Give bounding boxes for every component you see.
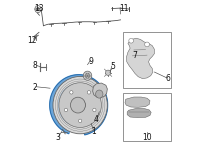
Ellipse shape bbox=[79, 119, 82, 123]
Polygon shape bbox=[50, 75, 108, 135]
Bar bbox=[123, 32, 171, 88]
Text: 9: 9 bbox=[89, 56, 94, 66]
Ellipse shape bbox=[87, 91, 91, 94]
Ellipse shape bbox=[70, 91, 73, 94]
Text: 3: 3 bbox=[56, 133, 61, 142]
Ellipse shape bbox=[96, 90, 103, 98]
Text: 4: 4 bbox=[94, 115, 99, 124]
Ellipse shape bbox=[83, 71, 92, 80]
Ellipse shape bbox=[59, 83, 101, 127]
Text: 10: 10 bbox=[142, 133, 152, 142]
Polygon shape bbox=[127, 108, 151, 118]
Circle shape bbox=[129, 38, 134, 43]
Ellipse shape bbox=[53, 76, 107, 134]
Text: 1: 1 bbox=[91, 127, 96, 136]
Ellipse shape bbox=[36, 7, 40, 11]
Ellipse shape bbox=[64, 108, 68, 112]
Ellipse shape bbox=[35, 6, 41, 13]
Text: 12: 12 bbox=[28, 36, 37, 45]
Circle shape bbox=[105, 70, 111, 75]
Polygon shape bbox=[125, 97, 150, 107]
Text: 2: 2 bbox=[32, 83, 37, 92]
Circle shape bbox=[145, 42, 149, 47]
Ellipse shape bbox=[70, 97, 85, 113]
Text: 6: 6 bbox=[165, 74, 170, 83]
Text: 11: 11 bbox=[119, 4, 128, 13]
Text: 8: 8 bbox=[32, 61, 37, 70]
Text: 13: 13 bbox=[34, 4, 44, 13]
Polygon shape bbox=[126, 38, 154, 79]
Ellipse shape bbox=[75, 100, 85, 111]
Bar bbox=[123, 93, 171, 141]
Ellipse shape bbox=[93, 108, 96, 112]
Polygon shape bbox=[93, 83, 107, 98]
Text: 5: 5 bbox=[110, 62, 115, 71]
Ellipse shape bbox=[85, 73, 90, 78]
Text: 7: 7 bbox=[132, 51, 137, 60]
